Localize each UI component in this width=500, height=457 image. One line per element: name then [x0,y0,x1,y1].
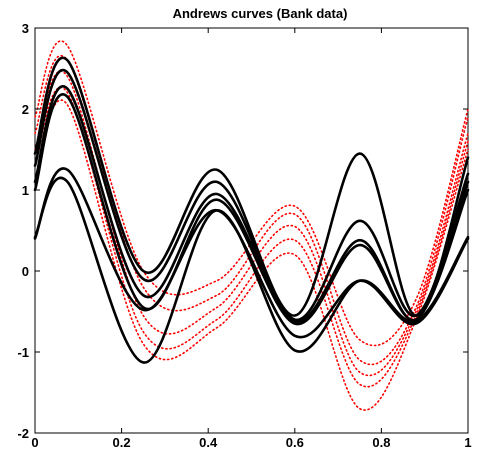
y-tick-label: 3 [22,21,29,36]
series-line-7 [34,40,469,347]
series-line-8 [34,55,469,366]
x-tick-label: 0.2 [113,435,131,450]
x-tick-label: 0.6 [286,435,304,450]
x-tick-label: 0.8 [372,435,390,450]
chart-title: Andrews curves (Bank data) [173,6,348,21]
y-tick-label: -1 [17,345,29,360]
series-line-4 [33,93,470,325]
y-tick-label: 0 [22,264,29,279]
series-line-6 [33,176,470,364]
x-tick-label: 0 [31,435,38,450]
ticks-layer: 0 0.2 0.4 0.6 0.8 1 3 2 1 0 -1 -2 [17,21,471,450]
x-tick-label: 0.4 [199,435,218,450]
series-line-2 [33,68,470,321]
y-tick-label: 2 [22,102,29,117]
y-tick-label: 1 [22,183,29,198]
curves-layer [33,40,470,411]
x-tick-label: 1 [464,435,471,450]
y-tick-label: -2 [17,426,29,441]
